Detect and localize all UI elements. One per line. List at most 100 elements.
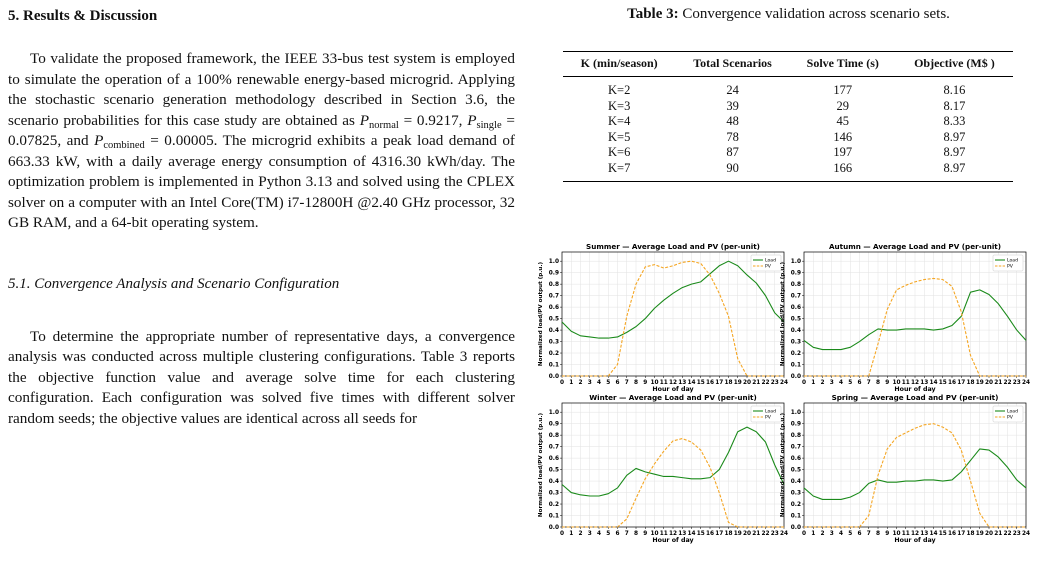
p-combined-subscript: combined (103, 140, 145, 151)
y-tick-label: 0.3 (791, 491, 801, 497)
x-tick-label: 6 (615, 531, 619, 537)
chart-title: Winter — Average Load and PV (per-unit) (589, 393, 757, 402)
y-tick-label: 0.9 (791, 271, 801, 277)
y-tick-label: 1.0 (549, 259, 559, 265)
chart-panel: Spring — Average Load and PV (per-unit) 0… (780, 393, 1030, 544)
x-tick-label: 2 (578, 531, 582, 537)
y-axis-label: Normalized load/PV output (p.u.) (538, 412, 544, 517)
x-tick-label: 6 (857, 531, 861, 537)
x-tick-label: 14 (929, 380, 937, 386)
y-tick-label: 0.3 (549, 491, 559, 497)
x-tick-label: 14 (687, 380, 695, 386)
series-line-pv (562, 260, 784, 377)
y-tick-label: 0.5 (549, 317, 559, 323)
x-tick-label: 4 (597, 380, 601, 386)
x-tick-label: 18 (724, 380, 732, 386)
y-tick-label: 0.1 (791, 514, 801, 520)
y-tick-label: 0.6 (791, 456, 801, 462)
table-cell: 29 (836, 98, 850, 113)
x-tick-label: 6 (615, 380, 619, 386)
chart-panel: Winter — Average Load and PV (per-unit) 0… (538, 393, 788, 544)
x-tick-label: 7 (625, 380, 629, 386)
table-caption-label: Table 3: (627, 6, 679, 22)
x-tick-label: 8 (634, 380, 638, 386)
y-tick-label: 0.6 (549, 305, 559, 311)
x-tick-label: 20 (985, 531, 993, 537)
x-tick-label: 7 (867, 531, 871, 537)
y-tick-label: 0.7 (549, 294, 559, 300)
x-tick-label: 2 (820, 380, 824, 386)
convergence-table: K (min/season) Total Scenarios Solve Tim… (563, 51, 1013, 182)
series-line-load (803, 289, 1027, 351)
y-axis-label: Normalized load/PV output (p.u.) (780, 261, 786, 366)
y-tick-label: 0.4 (549, 328, 559, 334)
table-cell: 39 (726, 98, 739, 113)
x-tick-label: 16 (706, 531, 714, 537)
p-combined-symbol: P (94, 132, 104, 149)
x-tick-label: 9 (643, 380, 647, 386)
y-tick-label: 0.5 (791, 317, 801, 323)
x-tick-label: 18 (724, 531, 732, 537)
x-tick-label: 21 (994, 531, 1002, 537)
chart-panel: Summer — Average Load and PV (per-unit) 0… (538, 242, 788, 393)
x-tick-label: 16 (706, 380, 714, 386)
x-tick-label: 1 (811, 380, 815, 386)
x-tick-label: 19 (976, 531, 984, 537)
y-tick-label: 0.1 (791, 363, 801, 369)
x-tick-label: 17 (715, 380, 723, 386)
legend-label: PV (1007, 415, 1014, 421)
x-tick-label: 17 (715, 531, 723, 537)
y-tick-label: 0.8 (549, 433, 559, 439)
y-tick-label: 0.2 (791, 502, 801, 508)
table-cell: 166 (789, 160, 896, 182)
legend-label: Load (1007, 409, 1018, 415)
table-header-cell: Objective (M$ ) (895, 51, 1013, 77)
x-tick-label: 8 (634, 531, 638, 537)
table-cell: 87 (726, 145, 739, 160)
y-tick-label: 0.0 (791, 374, 801, 380)
y-tick-label: 0.0 (549, 374, 559, 380)
y-tick-label: 0.4 (791, 479, 801, 485)
chart-panel: Autumn — Average Load and PV (per-unit) 0… (780, 242, 1030, 393)
table-cell: 8.97 (895, 160, 1013, 182)
x-tick-label: 10 (650, 531, 658, 537)
x-tick-label: 13 (678, 380, 686, 386)
x-axis-label: Hour of day (894, 537, 935, 544)
table-row: K=3 39 29 8.17 (563, 99, 1013, 115)
x-tick-label: 23 (1013, 380, 1021, 386)
table-cell: 48 (726, 114, 739, 129)
table-cell: 8.97 (943, 129, 966, 144)
x-tick-label: 24 (1022, 531, 1030, 537)
x-tick-label: 9 (643, 531, 647, 537)
seasonal-load-pv-figure: Summer — Average Load and PV (per-unit) 0… (538, 242, 1030, 544)
table-cell: 90 (675, 160, 790, 182)
x-tick-label: 13 (678, 531, 686, 537)
x-tick-label: 24 (780, 531, 788, 537)
y-tick-label: 0.0 (549, 525, 559, 531)
y-tick-label: 1.0 (791, 410, 801, 416)
x-tick-label: 10 (892, 380, 900, 386)
x-tick-label: 9 (885, 380, 889, 386)
y-tick-label: 0.7 (549, 445, 559, 451)
series-line-load (561, 260, 785, 339)
chart-title: Spring — Average Load and PV (per-unit) (832, 393, 999, 402)
y-tick-label: 1.0 (549, 410, 559, 416)
legend-label: Load (765, 409, 776, 415)
p-single-subscript: single (476, 119, 502, 131)
p-combined-value: = 0.00005. (144, 132, 218, 149)
section-title: Results & Discussion (23, 8, 158, 24)
chart-title: Summer — Average Load and PV (per-unit) (586, 242, 760, 251)
para1-text-end: The microgrid exhibits a peak load deman… (8, 132, 515, 231)
x-tick-label: 15 (939, 531, 947, 537)
y-axis-label: Normalized load/PV output (p.u.) (538, 261, 544, 366)
y-tick-label: 0.9 (549, 271, 559, 277)
y-axis-label: Normalized load/PV output (p.u.) (780, 412, 786, 517)
y-tick-label: 1.0 (791, 259, 801, 265)
y-tick-label: 0.0 (791, 525, 801, 531)
x-tick-label: 14 (929, 531, 937, 537)
table-cell: 8.16 (943, 83, 966, 97)
table-header-cell: Solve Time (s) (789, 51, 896, 77)
series-line-pv (804, 277, 1026, 377)
legend-label: PV (765, 415, 772, 421)
x-tick-label: 3 (588, 531, 592, 537)
